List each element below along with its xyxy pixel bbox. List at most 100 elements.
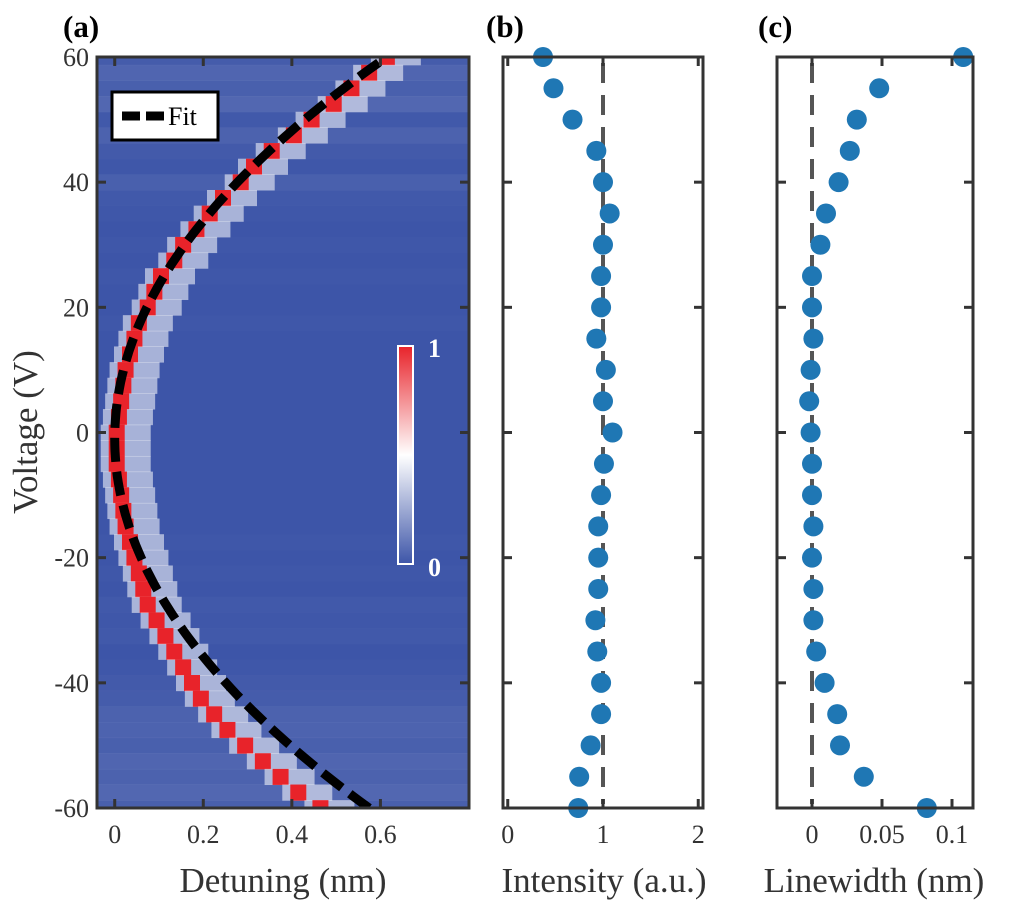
panel-c-data-point bbox=[828, 172, 849, 193]
panel-c-data-point bbox=[803, 610, 824, 631]
heatmap-row-band bbox=[97, 690, 469, 707]
x-tick-label: 1 bbox=[597, 820, 610, 849]
y-tick-label: -60 bbox=[54, 794, 89, 823]
y-tick-label: 20 bbox=[63, 293, 89, 322]
heatmap-peak bbox=[254, 753, 271, 770]
panel-a-label: (a) bbox=[63, 9, 99, 44]
panel-b-data-point bbox=[595, 359, 616, 380]
panel-c-xlabel: Linewidth (nm) bbox=[764, 861, 985, 900]
colorbar-max-label: 1 bbox=[428, 334, 441, 363]
panel-b-data-point bbox=[586, 140, 607, 161]
y-tick-label: 40 bbox=[63, 168, 89, 197]
heatmap-row-band bbox=[97, 706, 469, 723]
heatmap-row-band bbox=[97, 659, 469, 675]
heatmap-peak-halo bbox=[304, 800, 355, 808]
heatmap-row-band bbox=[97, 737, 469, 754]
heatmap-peak bbox=[237, 737, 254, 754]
heatmap-peak-halo bbox=[198, 706, 249, 723]
panel-b-data-point bbox=[569, 766, 590, 787]
heatmap-peak-halo bbox=[138, 283, 189, 301]
panel-c: 0 0.05 0.1 (c) Linewidth (nm) bbox=[758, 9, 984, 900]
heatmap-peak-halo bbox=[246, 753, 297, 770]
heatmap-peak-halo bbox=[118, 330, 169, 347]
panel-c-data-point bbox=[802, 297, 822, 318]
panel-c-data-point bbox=[802, 266, 822, 287]
panel-b-data-point bbox=[591, 704, 612, 725]
heatmap-peak bbox=[157, 628, 174, 645]
panel-b-data-point bbox=[588, 578, 609, 599]
heatmap-peak-halo bbox=[176, 675, 226, 692]
panel-c-points bbox=[799, 47, 974, 818]
panel-b-ticks: 0 1 2 bbox=[501, 55, 705, 849]
heatmap-peak bbox=[206, 706, 223, 723]
panel-c-data-point bbox=[799, 391, 820, 412]
heatmap-peak-halo bbox=[264, 768, 315, 786]
heatmap-peak-halo bbox=[100, 455, 151, 473]
panel-b-data-point bbox=[586, 328, 607, 349]
panel-b-data-point bbox=[591, 266, 612, 287]
heatmap-peak-halo bbox=[317, 96, 368, 113]
heatmap-peak bbox=[130, 565, 147, 582]
panel-c-label: (c) bbox=[758, 9, 792, 44]
panel-b-data-point bbox=[602, 422, 623, 443]
panel-c-data-point bbox=[802, 547, 822, 568]
heatmap-peak bbox=[272, 768, 289, 786]
panel-c-data-point bbox=[800, 359, 821, 380]
heatmap-peak bbox=[325, 96, 342, 113]
heatmap-peak bbox=[166, 643, 183, 660]
x-tick-label: 0.05 bbox=[859, 820, 905, 849]
heatmap-row-band bbox=[97, 237, 469, 253]
heatmap-peak-halo bbox=[105, 487, 156, 504]
panel-b-data-point bbox=[543, 78, 564, 99]
heatmap-peak bbox=[192, 690, 209, 707]
heatmap-peak-halo bbox=[102, 471, 153, 488]
panel-b-label: (b) bbox=[486, 9, 524, 44]
legend-fit-label: Fit bbox=[168, 102, 198, 131]
heatmap-row-band bbox=[97, 174, 469, 191]
heatmap-peak-halo bbox=[109, 362, 160, 379]
heatmap-row-band bbox=[97, 675, 469, 691]
panel-b-data-point bbox=[593, 453, 614, 474]
panel-c-data-point bbox=[846, 109, 867, 130]
heatmap-peak-halo bbox=[370, 57, 421, 66]
y-tick-label: 60 bbox=[63, 43, 89, 72]
heatmap-row-band bbox=[97, 800, 469, 808]
heatmap-peak-halo bbox=[295, 111, 346, 128]
panel-c-data-point bbox=[839, 140, 860, 161]
heatmap-peak bbox=[312, 800, 329, 808]
colorbar-min-label: 0 bbox=[428, 553, 441, 582]
panel-b-xlabel: Intensity (a.u.) bbox=[501, 861, 706, 900]
panel-b-data-point bbox=[588, 516, 609, 537]
heatmap-peak bbox=[219, 721, 236, 739]
x-tick-label: 0 bbox=[108, 820, 121, 849]
panel-b: 0 1 2 (b) Intensity (a.u.) bbox=[486, 9, 707, 900]
panel-c-data-point bbox=[830, 735, 850, 756]
heatmap-peak-halo bbox=[122, 315, 173, 332]
heatmap-row-band bbox=[97, 190, 469, 206]
panel-c-data-point bbox=[802, 485, 822, 506]
x-tick-label: 0.1 bbox=[936, 820, 969, 849]
panel-b-data-point bbox=[562, 109, 583, 130]
colorbar: 1 0 bbox=[397, 334, 441, 582]
panel-b-data-point bbox=[588, 547, 609, 568]
panel-c-ticks: 0 0.05 0.1 bbox=[777, 55, 973, 849]
heatmap-peak bbox=[184, 675, 200, 692]
panel-c-data-point bbox=[827, 704, 848, 725]
panel-b-data-point bbox=[593, 234, 613, 255]
heatmap-peak-halo bbox=[107, 502, 158, 520]
colorbar-gradient bbox=[397, 345, 414, 565]
panel-c-data-point bbox=[803, 578, 824, 599]
panel-b-data-point bbox=[591, 297, 612, 318]
panel-c-data-point bbox=[803, 516, 824, 537]
heatmap-peak-halo bbox=[114, 346, 164, 363]
panel-a-ylabel: Voltage (V) bbox=[6, 350, 45, 514]
heatmap-peak-halo bbox=[102, 409, 153, 426]
heatmap-row-band bbox=[97, 721, 469, 739]
heatmap-peak-halo bbox=[145, 268, 195, 285]
heatmap-peak bbox=[139, 596, 156, 613]
panel-b-data-point bbox=[599, 203, 620, 224]
panel-a-ticks: -60 -40 -20 0 20 40 60 0 0.2 0.4 0.6 bbox=[54, 43, 469, 849]
heatmap-row-band bbox=[97, 57, 469, 66]
heatmap-row-band bbox=[97, 206, 469, 222]
